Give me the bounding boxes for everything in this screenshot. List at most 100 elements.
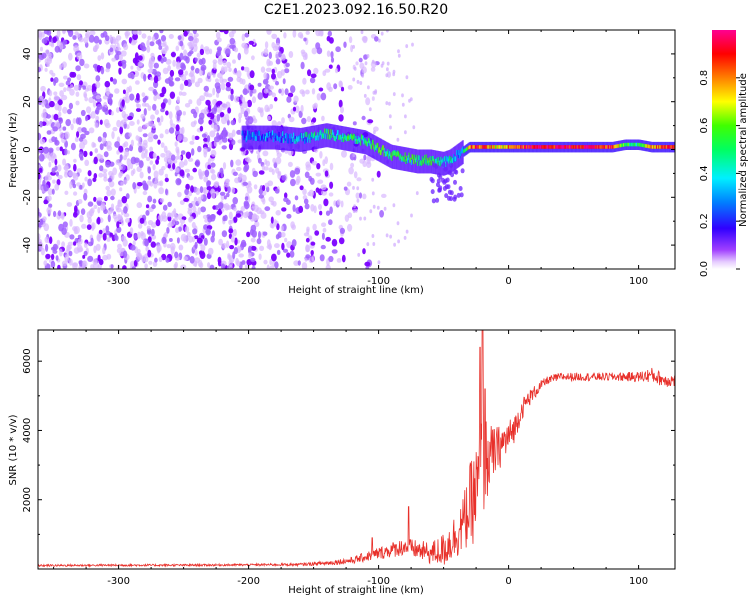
ridge-core <box>267 132 269 138</box>
noise-dot <box>380 31 384 36</box>
noise-dot <box>184 103 191 108</box>
noise-dot <box>328 219 333 226</box>
ridge-core <box>364 140 367 146</box>
ridge-core <box>363 139 365 145</box>
noise-dot <box>75 117 80 125</box>
noise-dot <box>160 153 166 158</box>
noise-dot <box>381 61 385 66</box>
ridge-core <box>462 146 464 152</box>
noise-dot <box>281 175 287 181</box>
noise-dot <box>194 67 200 74</box>
noise-dot <box>197 168 203 177</box>
noise-dot <box>257 92 264 100</box>
noise-dot <box>195 159 201 168</box>
ridge-core <box>311 133 314 139</box>
ridge-core <box>325 128 328 134</box>
noise-dot <box>385 73 389 78</box>
noise-dot <box>224 114 230 122</box>
noise-dot <box>175 155 179 160</box>
noise-dot <box>228 264 233 269</box>
ridge-core <box>624 142 627 147</box>
noise-dot <box>99 154 104 160</box>
noise-dot <box>67 245 72 250</box>
noise-dot <box>105 161 111 168</box>
noise-dot <box>69 71 75 78</box>
noise-dot <box>341 150 347 158</box>
noise-dot <box>47 52 52 58</box>
noise-dot <box>44 174 49 183</box>
noise-dot <box>165 188 168 196</box>
noise-dot <box>238 112 243 119</box>
noise-dot <box>112 126 118 132</box>
noise-dot <box>329 206 333 214</box>
noise-dot <box>172 163 176 170</box>
noise-dot <box>229 219 235 224</box>
noise-dot <box>202 187 206 194</box>
noise-dot <box>147 132 154 139</box>
noise-dot <box>58 111 62 117</box>
noise-dot <box>38 183 42 191</box>
noise-dot <box>205 228 211 236</box>
noise-dot <box>272 157 277 164</box>
noise-dot <box>213 136 220 143</box>
colorbar-tick-label: 0.8 <box>699 70 710 86</box>
noise-dot <box>57 164 62 172</box>
noise-dot <box>39 120 43 128</box>
noise-dot <box>116 119 121 128</box>
noise-dot <box>206 186 213 191</box>
noise-dot <box>250 237 256 243</box>
noise-dot <box>281 207 287 212</box>
noise-dot <box>404 130 407 135</box>
ridge-core <box>665 145 667 149</box>
noise-dot <box>122 89 126 95</box>
noise-dot <box>87 255 94 262</box>
ridge-tail-dot <box>449 162 454 168</box>
noise-dot <box>136 119 140 125</box>
noise-dot <box>72 118 77 124</box>
noise-dot <box>70 142 76 151</box>
noise-dot <box>145 204 150 209</box>
noise-dot <box>38 167 43 173</box>
noise-dot <box>128 132 132 137</box>
noise-dot <box>95 81 101 89</box>
noise-dot <box>392 203 396 208</box>
noise-dot <box>193 111 198 119</box>
noise-dot <box>283 197 289 203</box>
noise-dot <box>339 227 345 234</box>
ridge-halo <box>377 137 379 161</box>
noise-dot <box>266 107 271 112</box>
noise-dot <box>315 30 321 37</box>
noise-dot <box>235 159 242 166</box>
noise-dot <box>357 252 361 257</box>
noise-dot <box>137 126 143 133</box>
noise-dot <box>144 263 148 269</box>
noise-dot <box>143 183 147 190</box>
x-tick-label: -100 <box>367 576 390 587</box>
noise-dot <box>355 192 360 199</box>
noise-dot <box>132 57 137 64</box>
noise-dot <box>371 96 375 101</box>
noise-dot <box>147 230 152 235</box>
noise-dot <box>188 235 193 243</box>
noise-dot <box>108 180 115 188</box>
colorbar-gradient <box>712 30 736 269</box>
noise-dot <box>65 119 71 127</box>
noise-dot <box>299 185 304 191</box>
noise-dot <box>73 241 77 246</box>
noise-dot <box>102 233 107 241</box>
ridge-tail-dot <box>456 192 461 198</box>
noise-dot <box>111 57 117 62</box>
noise-dot <box>338 99 343 108</box>
noise-dot <box>303 232 310 237</box>
noise-dot <box>105 35 110 42</box>
noise-dot <box>188 35 194 42</box>
noise-dot <box>157 139 161 145</box>
noise-dot <box>76 74 82 81</box>
noise-dot <box>211 169 216 175</box>
noise-dot <box>189 255 195 264</box>
noise-dot <box>250 257 256 263</box>
noise-dot <box>392 92 396 97</box>
noise-dot <box>295 105 300 113</box>
noise-dot <box>326 82 332 91</box>
noise-dot <box>63 171 69 178</box>
